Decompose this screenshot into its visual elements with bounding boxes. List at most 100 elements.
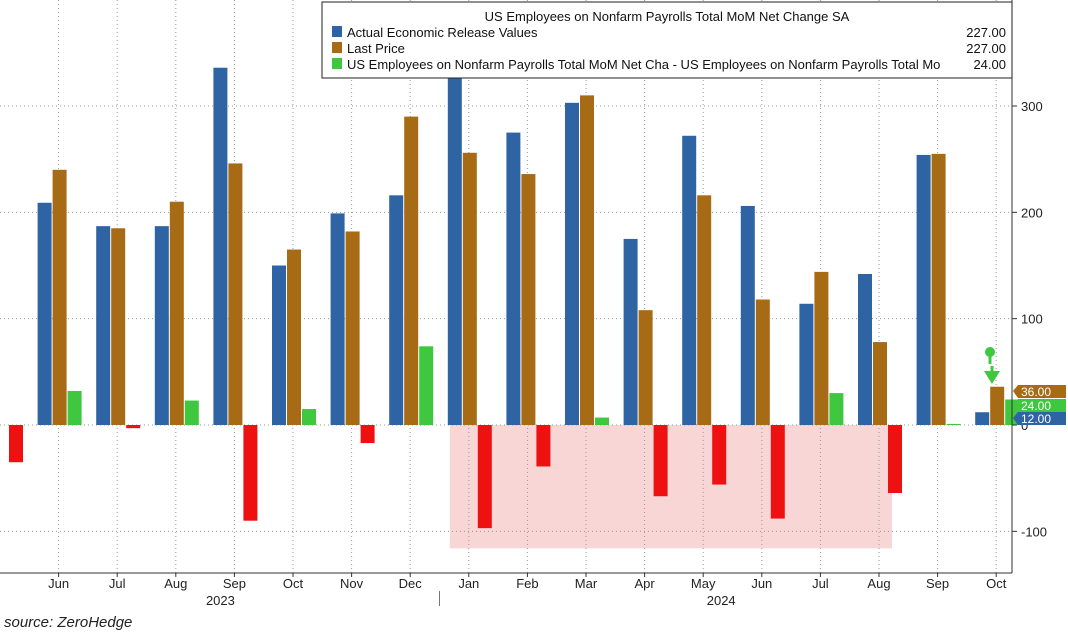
bar-series-3 xyxy=(302,409,316,425)
legend-series-value: 24.00 xyxy=(973,57,1006,72)
value-tag-label: 24.00 xyxy=(1021,399,1051,413)
x-tick-label: Oct xyxy=(986,576,1007,591)
legend-box xyxy=(321,1,1013,79)
bar-series-2 xyxy=(873,342,887,425)
x-tick-label: Dec xyxy=(399,576,423,591)
bar-series-2 xyxy=(169,201,184,425)
value-tag-label: 12.00 xyxy=(1021,412,1051,426)
bar-series-3 xyxy=(829,393,844,425)
value-tag-label: 36.00 xyxy=(1021,385,1051,399)
bar-series-3 xyxy=(419,346,434,425)
y-tick-label: 300 xyxy=(1021,99,1043,114)
legend-series-name: Actual Economic Release Values xyxy=(347,25,538,40)
bar-series-2 xyxy=(638,310,653,425)
x-tick-label: Sep xyxy=(223,576,246,591)
x-tick-label: Jan xyxy=(458,576,479,591)
bar-series-1 xyxy=(447,49,462,425)
bar-series-1 xyxy=(272,265,286,425)
value-tag-box xyxy=(1013,385,1066,398)
bar-series-3 xyxy=(67,390,82,425)
x-tick-label: Aug xyxy=(164,576,187,591)
bar-series-1 xyxy=(506,132,521,426)
x-year-label: 2024 xyxy=(707,593,736,608)
legend-swatch xyxy=(332,42,342,53)
bar-series-2 xyxy=(52,169,67,425)
bar-series-2 xyxy=(580,95,594,425)
x-year-label: 2023 xyxy=(206,593,235,608)
x-tick-label: Jun xyxy=(751,576,772,591)
bar-series-2 xyxy=(345,231,360,425)
legend-series-value: 227.00 xyxy=(966,41,1006,56)
legend-series-name: US Employees on Nonfarm Payrolls Total M… xyxy=(347,57,940,72)
x-tick-label: Jun xyxy=(48,576,69,591)
legend-swatch xyxy=(332,26,342,37)
legend: US Employees on Nonfarm Payrolls Total M… xyxy=(321,1,1013,79)
legend-swatch xyxy=(332,58,342,69)
bar-series-2 xyxy=(931,153,946,425)
bar-series-3 xyxy=(9,425,23,463)
bar-series-3 xyxy=(946,423,961,425)
chart-title: US Employees on Nonfarm Payrolls Total M… xyxy=(485,9,850,24)
bar-series-3 xyxy=(770,425,785,519)
bar-series-3 xyxy=(712,425,727,485)
y-tick-label: 200 xyxy=(1021,205,1043,220)
bar-series-1 xyxy=(623,238,638,425)
bar-series-2 xyxy=(404,116,419,425)
value-tag: 24.00 xyxy=(1013,399,1066,413)
bar-series-3 xyxy=(653,425,668,497)
bar-series-2 xyxy=(228,163,243,426)
bar-series-3 xyxy=(536,425,551,467)
x-tick-label: Jul xyxy=(812,576,829,591)
x-tick-label: Oct xyxy=(283,576,304,591)
bar-series-1 xyxy=(799,303,814,425)
bar-series-3 xyxy=(360,425,375,444)
legend-series-name: Last Price xyxy=(347,41,405,56)
bar-series-1 xyxy=(565,102,579,425)
bar-series-2 xyxy=(990,386,1005,425)
bar-series-1 xyxy=(682,135,697,426)
x-tick-label: Feb xyxy=(516,576,538,591)
bar-series-2 xyxy=(287,249,301,425)
value-tag: 36.00 xyxy=(1013,385,1066,399)
x-tick-label: May xyxy=(691,576,716,591)
bar-series-1 xyxy=(389,195,404,425)
bar-series-3 xyxy=(184,400,199,425)
bar-series-1 xyxy=(975,412,990,425)
bar-series-2 xyxy=(697,195,712,425)
x-tick-label: Aug xyxy=(867,576,890,591)
x-tick-label: Mar xyxy=(575,576,598,591)
bar-series-1 xyxy=(858,274,872,425)
bar-series-3 xyxy=(888,425,902,494)
bar-series-1 xyxy=(740,205,755,425)
bar-series-1 xyxy=(330,213,345,425)
bar-series-1 xyxy=(154,226,169,425)
source-label: source: ZeroHedge xyxy=(4,614,133,631)
y-tick-label: 0 xyxy=(1021,418,1028,433)
bar-series-1 xyxy=(96,226,111,425)
bar-series-1 xyxy=(213,67,228,425)
value-tag-box xyxy=(1013,412,1066,425)
bar-series-3 xyxy=(477,425,492,529)
bar-series-3 xyxy=(126,425,141,429)
x-tick-label: Nov xyxy=(340,576,364,591)
y-tick-label: 100 xyxy=(1021,312,1043,327)
x-tick-label: Jul xyxy=(109,576,126,591)
y-tick-label: -100 xyxy=(1021,524,1047,539)
bar-series-2 xyxy=(462,152,477,425)
bar-series-2 xyxy=(814,271,829,425)
bar-series-2 xyxy=(521,174,536,425)
bar-series-1 xyxy=(916,154,931,425)
shaded-region xyxy=(449,425,892,549)
bar-series-2 xyxy=(755,299,770,425)
value-tag: 12.00 xyxy=(1013,412,1066,426)
down-arrow-icon xyxy=(984,371,1000,384)
legend-series-value: 227.00 xyxy=(966,25,1006,40)
bar-series-3 xyxy=(595,417,609,425)
x-tick-label: Sep xyxy=(926,576,949,591)
marker-dot-icon xyxy=(985,347,995,357)
bar-series-2 xyxy=(111,228,126,425)
x-tick-label: Apr xyxy=(634,576,655,591)
bar-series-3 xyxy=(243,425,258,521)
